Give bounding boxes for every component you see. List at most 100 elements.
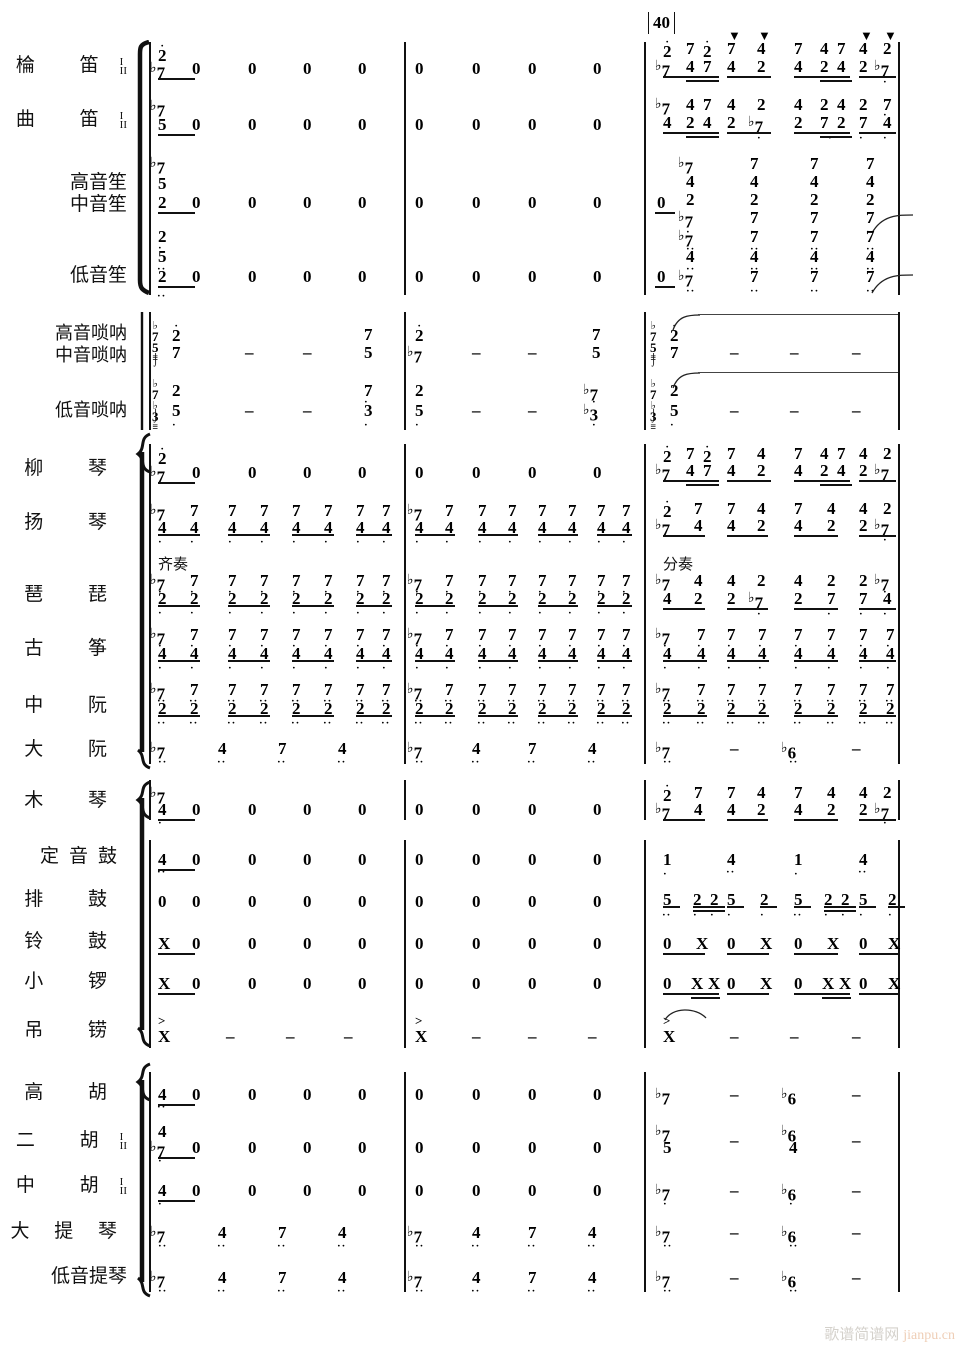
note-suona-hm-m1-1b: 7 — [172, 343, 181, 362]
note-guzheng-m2-5b: 4 — [538, 644, 547, 663]
note-diyintiqin-m2-4: 4 — [588, 1268, 597, 1287]
octave-dots: ·· — [337, 1240, 347, 1252]
note-daruan-m3-4: – — [852, 739, 861, 758]
octave-dot: · — [859, 909, 863, 921]
octave-dot: · — [827, 662, 831, 674]
note-sheng-hm-m3-3b: 4 — [810, 172, 819, 191]
note-suona-low-m1-1a: 2 — [172, 381, 181, 400]
note-zhongruan-m2-2a: 7 — [445, 680, 454, 699]
note-bangdi-m2-3: 0 — [528, 59, 537, 78]
beam — [859, 819, 896, 821]
note-zhongruan-m3-1a: ♭7 — [655, 681, 671, 704]
octave-dot: · — [364, 396, 368, 408]
note-guzheng-m1-5b: 4 — [292, 644, 301, 663]
note-guzheng-m1-1a: ♭7 — [150, 626, 166, 649]
note-bangdi-m2-1: 0 — [415, 59, 424, 78]
note-qudi-m3-5: 2 — [757, 95, 766, 114]
note-muqin-m1-5: 0 — [358, 800, 367, 819]
label-linggu: 铃 鼓 — [24, 931, 127, 952]
note-liuqin-m3-7b: 2 — [820, 461, 829, 480]
note-dingyingu-m3-1: 1 — [663, 850, 672, 869]
beam — [292, 534, 334, 536]
octave-dot: · — [382, 586, 386, 598]
note-yangqin-m1-2a: 7 — [190, 501, 199, 520]
note-zhonghu-m1-2: 0 — [192, 1181, 201, 1200]
octave-dots: ·· — [726, 717, 736, 729]
octave-dots: ·· — [527, 1285, 537, 1297]
octave-dot: · — [663, 662, 667, 674]
note-guzheng-m1-4a: 7 — [260, 625, 269, 644]
note-qudi-m3-7b: 7 — [820, 113, 829, 132]
note-xiaoluo-m3-6: 0 — [794, 974, 803, 993]
note-qudi-m1-1: ♭7 — [150, 98, 166, 121]
note-dingyingu-m2-2: 0 — [472, 850, 481, 869]
note-yangqin-m1-1b: 4 — [158, 518, 167, 537]
note-linggu-m3-3: 0 — [727, 934, 736, 953]
note-guzheng-m1-4b: 4 — [260, 644, 269, 663]
octave-dots: ·· — [858, 717, 868, 729]
octave-dots: ·· — [414, 717, 424, 729]
octave-dots: ·· — [726, 695, 736, 707]
octave-dot: · — [190, 640, 194, 652]
note-sheng-hm-m3-4c: 2 — [866, 190, 875, 209]
note-sheng-hm-m2-3: 0 — [528, 193, 537, 212]
note-zhongruan-m1-6b: 2 — [324, 699, 333, 718]
octave-dot: · — [478, 536, 482, 548]
octave-dot: · — [415, 607, 419, 619]
note-liuqin-m3-1: · 2 — [663, 441, 672, 466]
note-zhongruan-m3-5b: 2 — [794, 699, 803, 718]
note-suona-hm-m1-4b: 5 — [364, 343, 373, 362]
note-bangdi-m3-6: 7 — [794, 39, 803, 58]
note-datiqin-m1-1: ♭7 — [150, 1224, 166, 1247]
note-dingyingu-m2-3: 0 — [528, 850, 537, 869]
octave-dot: · — [568, 586, 572, 598]
bracket-winds — [136, 40, 152, 295]
note-qudi-m1-4: 0 — [303, 115, 312, 134]
octave-dot: · — [324, 662, 328, 674]
note-xiaoluo-m1-5: 0 — [358, 974, 367, 993]
note-sheng-low-m3-3b: 4 — [810, 247, 819, 266]
octave-dot: · — [478, 607, 482, 619]
octave-dots: ·· — [885, 695, 895, 707]
note-linggu-m1-1: X — [158, 934, 171, 953]
note-dingyingu-m3-4: 4 — [859, 850, 868, 869]
octave-dots: ·· — [567, 717, 577, 729]
beam — [663, 819, 705, 821]
octave-dot: · — [292, 662, 296, 674]
note-yangqin-m1-2b: 4 — [190, 518, 199, 537]
key-sig-suona-low-m3: ♭ 7 ♭ 3 ≡ — [650, 377, 657, 433]
note-erhu-m1-2: 0 — [192, 1138, 201, 1157]
note-sheng-hm-m1-1a: ♭7 — [150, 155, 166, 178]
note-sheng-hm-m3-1a: ♭7 — [678, 155, 694, 178]
note-guzheng-m3-7a: 7 — [859, 625, 868, 644]
note-sheng-hm-m1-5: 0 — [358, 193, 367, 212]
octave-dot: · — [158, 640, 162, 652]
note-yangqin-m3-8b: ♭7 — [874, 517, 890, 540]
note-pipa-m2-6a: 7 — [568, 571, 577, 590]
note-yangqin-m2-3b: 4 — [478, 518, 487, 537]
note-qudi-m3-3: 7 — [703, 95, 712, 114]
note-diyintiqin-m1-4: 4 — [338, 1268, 347, 1287]
note-paigu-m2-2: 0 — [472, 892, 481, 911]
octave-dots: ·· — [810, 285, 820, 297]
note-yangqin-m3-6: 4 — [827, 499, 836, 518]
note-diaoca-m2-3: – — [528, 1027, 537, 1046]
note-linggu-m1-5: 0 — [358, 934, 367, 953]
note-datiqin-m2-4: 4 — [588, 1223, 597, 1242]
note-guzheng-m1-7a: 7 — [356, 625, 365, 644]
beam — [356, 534, 392, 536]
note-yangqin-m3-2b: 4 — [694, 516, 703, 535]
note-yangqin-m2-7a: 7 — [597, 501, 606, 520]
note-zhongruan-m2-5b: 2 — [538, 699, 547, 718]
bracket-plucked — [130, 432, 152, 770]
note-liuqin-m2-3: 0 — [528, 463, 537, 482]
note-guzheng-m3-2a: 7 — [697, 625, 706, 644]
octave-dot: · — [260, 536, 264, 548]
note-muqin-m2-4: 0 — [593, 800, 602, 819]
label-diaoca: 吊 铹 — [24, 1020, 127, 1041]
note-qudi-m3-10: 7 — [883, 95, 892, 114]
note-liuqin-m1-1b: ♭7 — [150, 464, 166, 487]
octave-dot: · — [324, 607, 328, 619]
octave-dots: ·· — [885, 717, 895, 729]
note-erhu-m1-5: 0 — [358, 1138, 367, 1157]
